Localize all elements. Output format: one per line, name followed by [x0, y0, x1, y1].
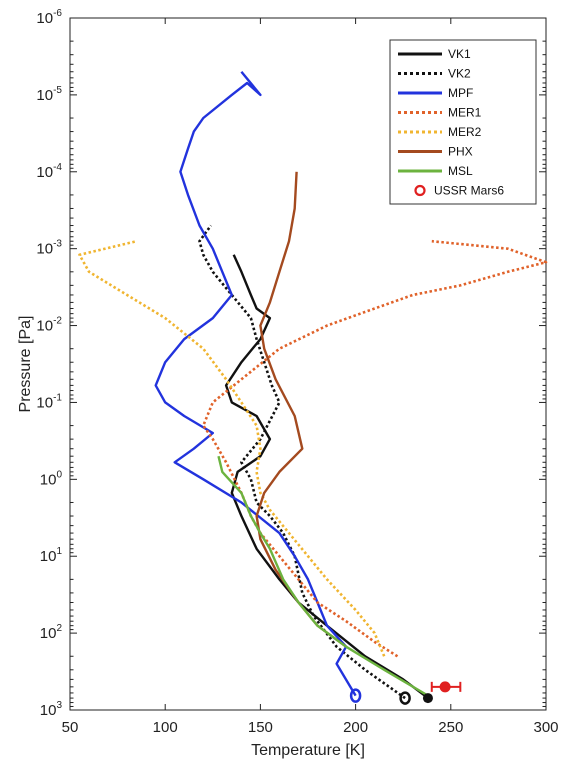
series-line-vk2 [198, 224, 406, 700]
series-line-mer1 [202, 239, 548, 658]
x-tick-label: 100 [153, 719, 178, 736]
legend-label-mer1: MER1 [448, 106, 482, 120]
y-tick-label: 10-3 [36, 239, 62, 258]
y-tick-label: 10-4 [36, 162, 62, 181]
legend-label-msl: MSL [448, 164, 473, 178]
surface-point-vk1 [422, 693, 433, 704]
series-line-mer2 [78, 239, 386, 657]
series-line-phx [255, 171, 347, 648]
series-line-msl [217, 455, 429, 697]
surface-point-vk2 [399, 691, 411, 705]
legend-label-mer2: MER2 [448, 125, 482, 139]
y-axis-label: Pressure [Pa] [17, 316, 34, 413]
series-layer [78, 70, 548, 700]
legend-label-mpf: MPF [448, 86, 473, 100]
x-axis-label: Temperature [K] [251, 742, 365, 759]
y-tick-label: 100 [40, 469, 63, 488]
y-axis-ticks: 10-6 10-5 10-4 10-3 10-2 10-1 100 101 102 103 [36, 8, 546, 719]
legend-label-vk1: VK1 [448, 47, 471, 61]
x-tick-label: 150 [248, 719, 273, 736]
y-tick-label: 10-1 [36, 392, 62, 411]
x-tick-label: 300 [533, 719, 558, 736]
y-tick-label: 103 [40, 700, 63, 719]
x-tick-label: 250 [438, 719, 463, 736]
legend-label-vk2: VK2 [448, 67, 471, 81]
x-tick-label: 50 [62, 719, 79, 736]
legend-label-mars6: USSR Mars6 [434, 184, 504, 198]
legend-swatch-mars6 [414, 184, 426, 197]
y-tick-label: 10-6 [36, 8, 62, 27]
y-tick-label: 102 [40, 623, 63, 642]
x-tick-label: 200 [343, 719, 368, 736]
legend-label-phx: PHX [448, 145, 473, 159]
series-line-mpf [154, 70, 357, 697]
legend: VK1 VK2 MPF MER1 MER2 PHX MSL USSR Mars6 [389, 39, 537, 205]
y-tick-label: 10-5 [36, 85, 62, 104]
surface-point-mpf [349, 688, 362, 703]
marker-layer [349, 681, 462, 705]
x-axis-ticks: 50 100 150 200 250 300 [62, 18, 559, 736]
y-tick-label: 10-2 [36, 316, 62, 335]
y-tick-label: 101 [40, 546, 63, 565]
mars6-point [439, 681, 451, 693]
legend-box [389, 39, 537, 205]
